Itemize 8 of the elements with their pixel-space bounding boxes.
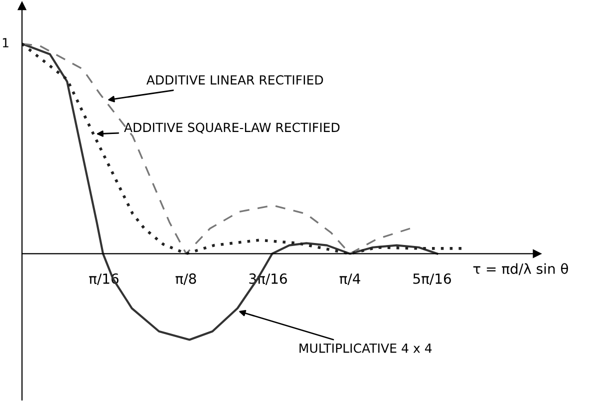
x-tick-label: π/8 [176,273,196,285]
annotation: 1 [2,38,8,48]
x-tick-label: π/4 [340,274,360,285]
annotation: MULTIPLICATIVE 4 x 4 [300,343,432,353]
annotation: ADDITIVE SQUARE-LAW RECTIFIED [124,122,340,134]
x-axis-title: τ = πd/λ sin θ [473,263,568,276]
annotation: ADDITIVE LINEAR RECTIFIED [146,75,324,85]
x-tick-label: 5π/16 [413,273,451,285]
